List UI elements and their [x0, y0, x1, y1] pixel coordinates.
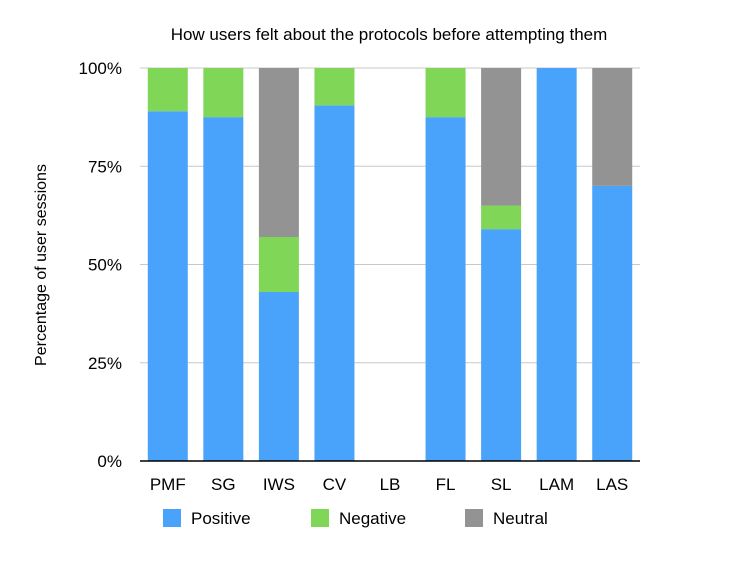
- bar-iws-negative: [258, 236, 299, 293]
- chart-title: How users felt about the protocols befor…: [171, 25, 608, 44]
- legend-label-positive: Positive: [191, 509, 251, 528]
- bars: [147, 68, 633, 462]
- legend: Positive Negative Neutral: [163, 509, 548, 528]
- bar-sl-neutral: [481, 68, 522, 206]
- bar-pmf-negative: [147, 68, 188, 112]
- y-axis-label: Percentage of user sessions: [33, 164, 50, 366]
- x-tick-label: PMF: [150, 475, 186, 494]
- bar-las-neutral: [592, 68, 633, 186]
- bar-cv-negative: [314, 68, 355, 106]
- bar-sl-positive: [481, 229, 522, 461]
- bar-fl-negative: [425, 68, 466, 118]
- x-tick-label: LB: [380, 475, 401, 494]
- x-tick-label: SL: [491, 475, 512, 494]
- y-tick-label: 75%: [88, 157, 122, 176]
- axes: 0% 25% 50% 75% 100% PMF SG IWS CV LB FL SL LAM LAS: [79, 59, 640, 494]
- legend-label-negative: Negative: [339, 509, 406, 528]
- y-tick-label: 0%: [97, 452, 122, 471]
- y-tick-label: 50%: [88, 256, 122, 275]
- x-tick-label: CV: [323, 475, 347, 494]
- bar-cv-positive: [314, 105, 355, 462]
- x-tick-label: LAM: [539, 475, 574, 494]
- legend-swatch-negative: [311, 509, 329, 527]
- bar-iws-positive: [258, 292, 299, 461]
- bar-las-positive: [592, 185, 633, 461]
- legend-swatch-neutral: [465, 509, 483, 527]
- legend-label-neutral: Neutral: [493, 509, 548, 528]
- y-tick-label: 25%: [88, 354, 122, 373]
- x-tick-label: SG: [211, 475, 236, 494]
- y-tick-label: 100%: [79, 59, 122, 78]
- legend-swatch-positive: [163, 509, 181, 527]
- bar-pmf-positive: [147, 111, 188, 461]
- x-tick-label: IWS: [263, 475, 295, 494]
- bar-iws-neutral: [258, 68, 299, 237]
- bar-fl-positive: [425, 117, 466, 461]
- x-tick-label: FL: [436, 475, 456, 494]
- bar-lam-positive: [536, 68, 577, 461]
- x-tick-label: LAS: [596, 475, 628, 494]
- bar-sg-negative: [203, 68, 244, 118]
- bar-sg-positive: [203, 117, 244, 461]
- bar-sl-negative: [481, 205, 522, 230]
